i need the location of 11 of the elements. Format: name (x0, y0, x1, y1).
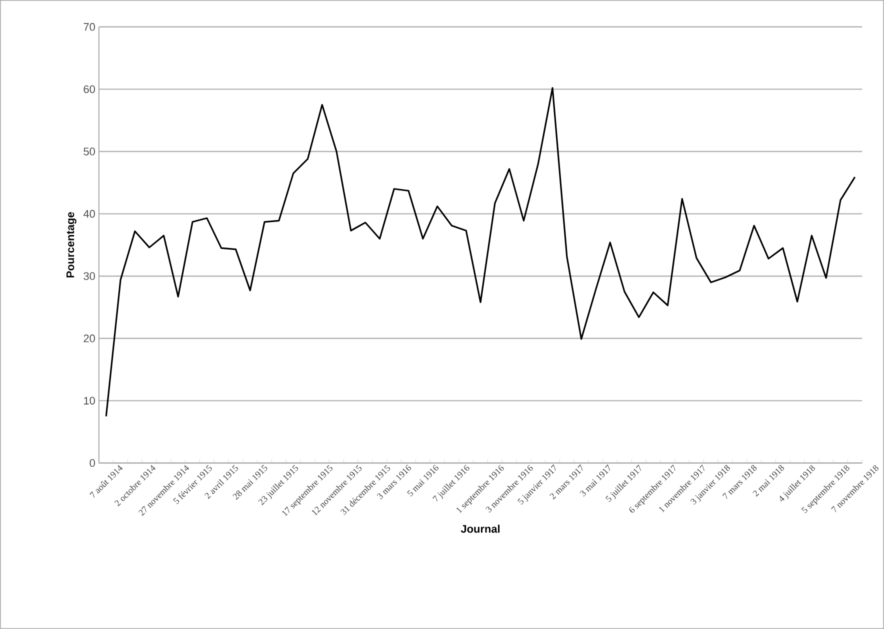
y-tick-label: 60 (84, 85, 95, 94)
x-axis-title: Journal (460, 524, 500, 533)
line-series (105, 87, 856, 418)
y-tick-label: 30 (84, 272, 95, 280)
y-axis-title: Pourcentage (66, 212, 76, 278)
y-tick-label: 50 (84, 148, 95, 156)
y-tick-label: 20 (84, 334, 95, 342)
y-tick-label: 40 (83, 210, 95, 218)
y-tick-label: 10 (84, 396, 95, 405)
y-tick-label: 70 (84, 23, 95, 31)
y-tick-label: 0 (90, 459, 95, 467)
